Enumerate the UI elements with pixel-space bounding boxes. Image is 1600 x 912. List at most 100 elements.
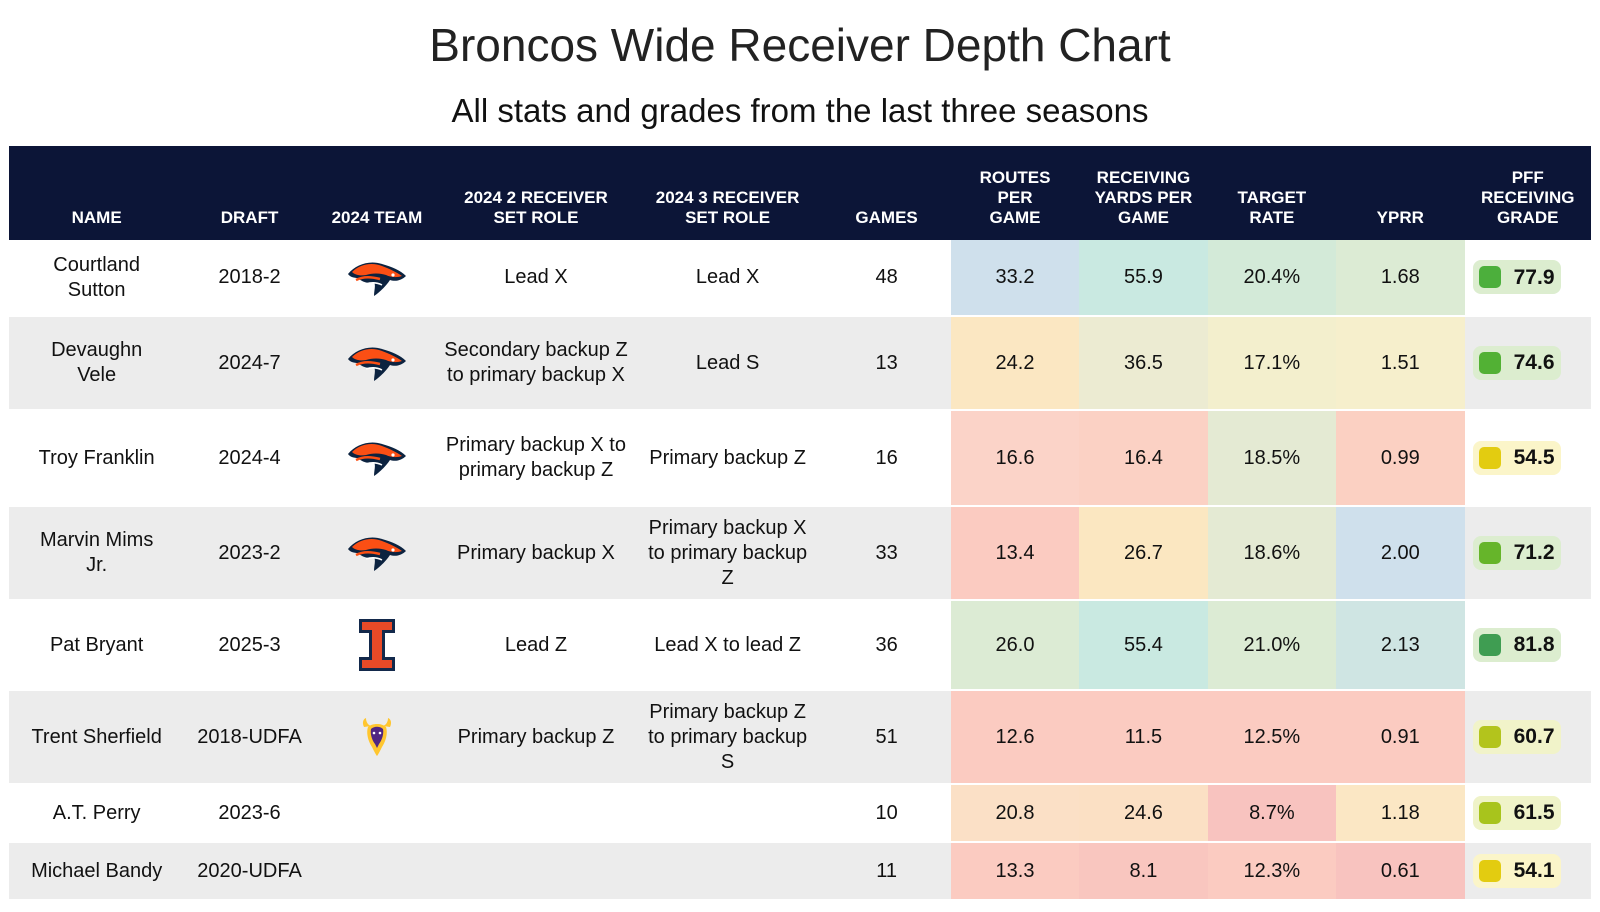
yards-value: 26.7: [1079, 506, 1208, 601]
grade-cell: 77.9: [1464, 240, 1591, 317]
target-value: 12.3%: [1207, 842, 1337, 901]
yprr-value: 1.68: [1336, 240, 1465, 317]
player-name: Trent Sherfield: [9, 690, 185, 785]
chart-title: Broncos Wide Receiver Depth Chart: [429, 19, 1171, 71]
team-logo: [314, 784, 440, 843]
yprr-value: 2.00: [1336, 506, 1465, 601]
broncos-logo-icon: [347, 347, 406, 381]
illinois-logo-icon: [358, 619, 395, 671]
team-logo: [314, 240, 440, 317]
grade-value: 60.7: [1513, 725, 1555, 748]
broncos-logo-icon: [347, 261, 406, 296]
role-3wr: Primary backup Z to primary backup S: [632, 690, 823, 785]
role-3wr: Lead S: [632, 316, 823, 411]
grade-value: 81.8: [1513, 633, 1555, 656]
routes-value: 24.2: [950, 316, 1080, 411]
grade-cell: 61.5: [1464, 784, 1591, 843]
target-value: 12.5%: [1207, 690, 1337, 785]
draft-value: 2018-2: [184, 240, 315, 317]
col-header-grade: PFF RECEIVING GRADE: [1464, 146, 1591, 240]
team-logo: [314, 600, 440, 691]
header-row: NAME DRAFT 2024 TEAM 2024 2 RECEIVER SET…: [9, 146, 1591, 240]
routes-value: 13.3: [950, 842, 1080, 901]
grade-dot-icon: [1478, 725, 1501, 748]
draft-value: 2025-3: [184, 600, 315, 691]
routes-value: 33.2: [950, 240, 1080, 317]
routes-value: 16.6: [950, 410, 1080, 507]
grade-value: 77.9: [1513, 265, 1555, 289]
grade-cell: 60.7: [1464, 690, 1591, 785]
games-value: 51: [822, 690, 951, 785]
vikings-logo-icon: [362, 718, 391, 756]
games-value: 16: [822, 410, 951, 507]
yprr-value: 1.18: [1336, 784, 1465, 843]
player-name: Marvin Mims Jr.: [9, 506, 185, 601]
draft-value: 2023-2: [184, 506, 315, 601]
role-2wr: Primary backup X: [439, 506, 633, 601]
col-header-target: TARGET RATE: [1207, 146, 1337, 240]
grade-badge: 77.9: [1472, 260, 1561, 294]
routes-value: 26.0: [950, 600, 1080, 691]
table-row: Devaughn Vele 2024-7 Secondary backup Z to…: [9, 316, 1591, 411]
broncos-logo-icon: [347, 537, 406, 571]
grade-dot-icon: [1478, 541, 1501, 564]
player-name: Devaughn Vele: [9, 316, 185, 411]
depth-chart-table: NAME DRAFT 2024 TEAM 2024 2 RECEIVER SET…: [9, 146, 1591, 901]
yprr-value: 0.99: [1336, 410, 1465, 507]
games-value: 10: [822, 784, 951, 843]
player-name: Courtland Sutton: [9, 240, 185, 317]
col-header-team: 2024 TEAM: [314, 146, 440, 240]
yards-value: 11.5: [1079, 690, 1208, 785]
col-header-games: GAMES: [822, 146, 951, 240]
grade-value: 71.2: [1513, 541, 1555, 564]
games-value: 48: [822, 240, 951, 317]
team-logo: [314, 316, 440, 411]
yprr-value: 1.51: [1336, 316, 1465, 411]
team-logo: [314, 690, 440, 785]
col-header-yprr: YPRR: [1336, 146, 1465, 240]
yprr-value: 0.61: [1336, 842, 1465, 901]
role-2wr: [439, 842, 633, 901]
grade-badge: 61.5: [1472, 795, 1561, 830]
target-value: 18.5%: [1207, 410, 1337, 507]
draft-value: 2018-UDFA: [184, 690, 315, 785]
grade-dot-icon: [1478, 266, 1501, 288]
col-header-yards: RECEIVING YARDS PER GAME: [1079, 146, 1208, 240]
grade-dot-icon: [1478, 633, 1501, 656]
grade-badge: 60.7: [1472, 719, 1561, 754]
grade-dot-icon: [1478, 859, 1501, 882]
player-name: Pat Bryant: [9, 600, 185, 691]
chart-subtitle: All stats and grades from the last three…: [451, 92, 1149, 129]
role-2wr: Secondary backup Z to primary backup X: [439, 316, 633, 411]
role-2wr: [439, 784, 633, 843]
role-3wr: Primary backup X to primary backup Z: [632, 506, 823, 601]
grade-value: 61.5: [1513, 801, 1555, 824]
games-value: 13: [822, 316, 951, 411]
yards-value: 8.1: [1079, 842, 1208, 901]
table-row: A.T. Perry 2023-6 10 20.8 24.6 8.7% 1.18 61.5: [9, 784, 1591, 843]
grade-badge: 71.2: [1472, 535, 1561, 570]
target-value: 8.7%: [1207, 784, 1337, 843]
col-header-role2: 2024 2 RECEIVER SET ROLE: [439, 146, 633, 240]
grade-badge: 54.5: [1472, 440, 1561, 475]
role-3wr: Lead X: [632, 240, 823, 317]
grade-value: 54.1: [1513, 859, 1555, 882]
player-name: Michael Bandy: [9, 842, 185, 901]
routes-value: 12.6: [950, 690, 1080, 785]
grade-dot-icon: [1478, 351, 1501, 374]
draft-value: 2024-4: [184, 410, 315, 507]
target-value: 20.4%: [1207, 240, 1337, 317]
role-3wr: Lead X to lead Z: [632, 600, 823, 691]
grade-cell: 81.8: [1464, 600, 1591, 691]
target-value: 18.6%: [1207, 506, 1337, 601]
role-3wr: Primary backup Z: [632, 410, 823, 507]
grade-value: 74.6: [1513, 351, 1555, 374]
yprr-value: 0.91: [1336, 690, 1465, 785]
yards-value: 55.4: [1079, 600, 1208, 691]
player-name: A.T. Perry: [9, 784, 185, 843]
role-3wr: [632, 784, 823, 843]
routes-value: 20.8: [950, 784, 1080, 843]
games-value: 11: [822, 842, 951, 901]
team-logo: [314, 410, 440, 507]
yprr-value: 2.13: [1336, 600, 1465, 691]
